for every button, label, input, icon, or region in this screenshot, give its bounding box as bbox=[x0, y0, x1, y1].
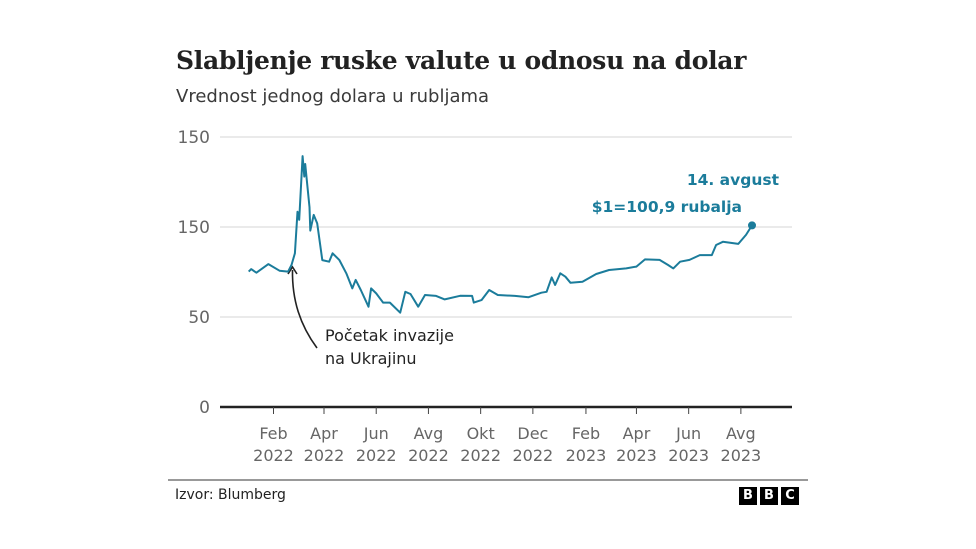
x-tick-year: 2023 bbox=[668, 446, 709, 465]
invasion-annotation-line1: Početak invazije bbox=[325, 326, 454, 345]
x-tick-month: Avg bbox=[414, 424, 444, 443]
x-tick-year: 2022 bbox=[253, 446, 294, 465]
x-tick-year: 2022 bbox=[460, 446, 501, 465]
x-tick-year: 2022 bbox=[304, 446, 345, 465]
x-tick-year: 2023 bbox=[566, 446, 607, 465]
chart-title: Slabljenje ruske valute u odnosu na dola… bbox=[176, 46, 747, 75]
annotation-arrowhead bbox=[287, 265, 298, 275]
x-tick-month: Dec bbox=[517, 424, 548, 443]
y-tick-label: 0 bbox=[199, 398, 210, 418]
x-tick-month: Avg bbox=[726, 424, 756, 443]
bbc-logo: B B C bbox=[739, 487, 799, 505]
y-tick-label: 50 bbox=[188, 308, 210, 328]
invasion-annotation-line2: na Ukrajinu bbox=[325, 349, 417, 368]
y-tick-label: 150 bbox=[178, 128, 210, 148]
chart-subtitle: Vrednost jednog dolara u rubljama bbox=[176, 86, 490, 107]
latest-point-marker bbox=[748, 221, 757, 230]
x-tick-year: 2023 bbox=[616, 446, 657, 465]
x-tick-month: Okt bbox=[467, 424, 495, 443]
x-tick-year: 2023 bbox=[721, 446, 762, 465]
latest-value-label: $1=100,9 rubalja bbox=[592, 198, 742, 216]
y-tick-label: 150 bbox=[178, 218, 210, 238]
bbc-logo-letter: C bbox=[781, 487, 799, 505]
bbc-logo-letter: B bbox=[739, 487, 757, 505]
x-tick-year: 2022 bbox=[513, 446, 554, 465]
source-note: Izvor: Blumberg bbox=[175, 487, 286, 503]
x-tick-year: 2022 bbox=[356, 446, 397, 465]
x-tick-month: Feb bbox=[572, 424, 600, 443]
bbc-logo-letter: B bbox=[760, 487, 778, 505]
x-tick-year: 2022 bbox=[408, 446, 449, 465]
annotation-arrow bbox=[291, 269, 318, 349]
x-tick-month: Jun bbox=[363, 424, 389, 443]
x-tick-month: Jun bbox=[675, 424, 701, 443]
latest-date-label: 14. avgust bbox=[687, 171, 780, 189]
x-tick-month: Feb bbox=[259, 424, 287, 443]
x-tick-month: Apr bbox=[623, 424, 651, 443]
x-tick-month: Apr bbox=[310, 424, 338, 443]
series-line bbox=[247, 155, 753, 314]
